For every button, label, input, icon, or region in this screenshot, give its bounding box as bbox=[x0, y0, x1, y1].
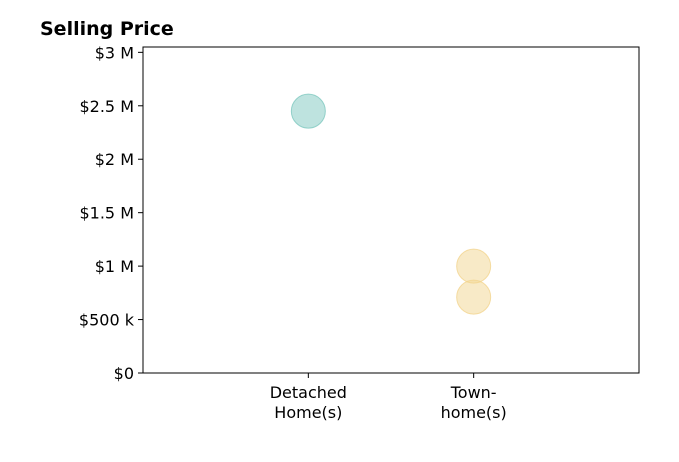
data-points bbox=[290, 93, 492, 315]
data-point bbox=[290, 93, 326, 129]
y-tick-label: $1 M bbox=[95, 257, 134, 276]
x-tick-label: Town- bbox=[450, 383, 497, 402]
y-tick-label: $500 k bbox=[79, 311, 135, 330]
y-tick-label: $1.5 M bbox=[79, 204, 134, 223]
y-tick-label: $0 bbox=[114, 364, 134, 383]
x-tick-label: home(s) bbox=[441, 403, 507, 422]
plot-frame bbox=[142, 46, 640, 374]
data-point bbox=[456, 248, 492, 284]
chart-title: Selling Price bbox=[40, 18, 174, 40]
data-point bbox=[456, 279, 492, 315]
y-tick-label: $3 M bbox=[95, 43, 134, 62]
y-tick-label: $2 M bbox=[95, 150, 134, 169]
x-tick-label: Detached bbox=[270, 383, 347, 402]
y-axis: $0 $500 k $1 M $1.5 M $2 M $2.5 M $3 M bbox=[79, 43, 143, 383]
y-tick-label: $2.5 M bbox=[79, 97, 134, 116]
x-tick-label: Home(s) bbox=[274, 403, 342, 422]
